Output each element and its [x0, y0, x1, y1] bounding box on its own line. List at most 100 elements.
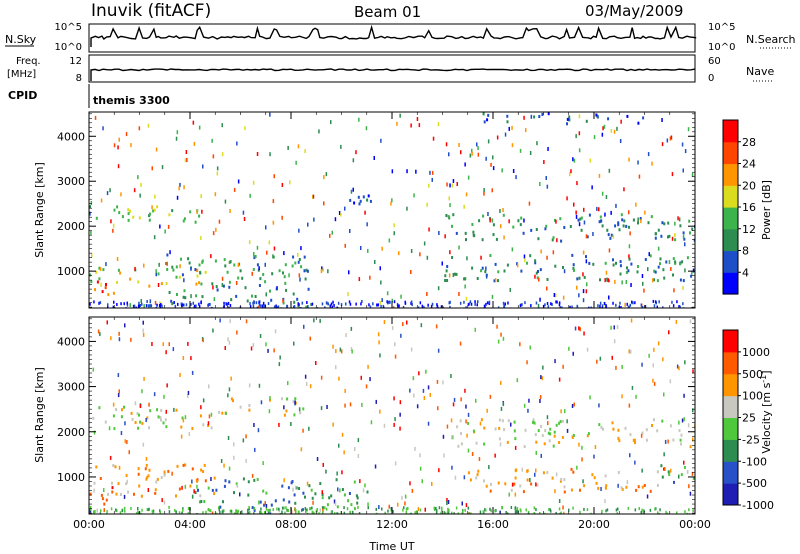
velocity-cell — [514, 437, 517, 441]
power-ground-cell — [138, 301, 140, 305]
velocity-noise-cell — [558, 499, 561, 503]
power-cell — [554, 218, 556, 222]
velocity-cell — [546, 471, 549, 474]
power-ground-cell — [469, 300, 472, 304]
power-noise-cell — [456, 182, 458, 186]
velocity-noise-cell — [664, 439, 667, 444]
power-cell — [693, 238, 695, 242]
power-ground-cell — [488, 300, 491, 304]
velocity-cell — [513, 420, 516, 424]
velocity-cell — [269, 398, 271, 402]
power-noise-cell — [423, 241, 426, 246]
power-noise-cell — [289, 180, 291, 185]
velocity-cell — [298, 487, 301, 490]
power-ground-cell — [306, 301, 308, 304]
power-noise-cell — [582, 272, 584, 277]
power-noise-cell — [268, 240, 271, 245]
velocity-ground-cell — [638, 507, 640, 511]
power-noise-cell — [530, 114, 533, 119]
velocity-cell — [514, 476, 517, 480]
velocity-cell — [213, 476, 216, 480]
power-noise-cell — [608, 295, 610, 300]
velocity-ground-cell — [357, 505, 359, 509]
power-cell — [619, 264, 622, 268]
power-cell — [447, 215, 450, 219]
velocity-colorbar-tick-label: 500 — [742, 368, 763, 381]
power-noise-cell — [380, 138, 382, 143]
velocity-noise-cell — [626, 480, 629, 485]
power-noise-cell — [184, 158, 187, 163]
power-cell — [112, 291, 115, 295]
velocity-noise-cell — [554, 489, 556, 494]
velocity-noise-cell — [142, 328, 144, 333]
power-cell — [628, 257, 631, 261]
power-cell — [149, 212, 151, 216]
power-ground-cell — [576, 304, 578, 308]
power-cell — [113, 208, 116, 212]
velocity-noise-cell — [142, 442, 145, 447]
velocity-cell — [672, 438, 675, 442]
velocity-noise-cell — [437, 406, 439, 411]
velocity-colorbar-swatch — [723, 373, 738, 397]
velocity-noise-cell — [464, 388, 466, 393]
velocity-cell — [353, 507, 356, 511]
velocity-cell — [543, 442, 546, 446]
velocity-noise-cell — [689, 491, 692, 496]
velocity-noise-cell — [349, 402, 352, 407]
velocity-noise-cell — [413, 393, 415, 398]
power-ground-cell — [559, 306, 561, 308]
power-cell — [183, 289, 186, 293]
power-ground-cell — [530, 304, 532, 308]
power-cell — [637, 221, 639, 225]
velocity-cell — [160, 418, 162, 422]
power-cell — [573, 268, 575, 272]
velocity-noise-cell — [357, 438, 360, 443]
power-cell — [198, 263, 201, 267]
velocity-noise-cell — [429, 392, 431, 397]
power-noise-cell — [503, 235, 505, 240]
power-noise-cell — [523, 254, 526, 259]
velocity-cell — [680, 433, 683, 437]
velocity-cell — [350, 503, 353, 507]
power-noise-cell — [216, 166, 219, 171]
velocity-cell — [281, 397, 283, 401]
power-ground-cell — [249, 302, 251, 306]
velocity-ground-cell — [325, 507, 328, 511]
power-y-tick-label: 4000 — [57, 130, 85, 143]
power-noise-cell — [669, 136, 672, 141]
velocity-noise-cell — [334, 501, 337, 506]
velocity-cell — [653, 418, 655, 422]
velocity-noise-cell — [148, 402, 150, 407]
velocity-cell — [293, 413, 296, 417]
power-ground-cell — [361, 300, 363, 303]
velocity-noise-cell — [465, 419, 467, 424]
power-noise-cell — [323, 201, 325, 206]
power-ground-cell — [619, 301, 621, 305]
power-ground-cell — [349, 302, 352, 306]
power-ground-cell — [249, 305, 252, 308]
velocity-ground-cell — [446, 511, 449, 514]
power-noise-cell — [547, 147, 549, 151]
velocity-noise-cell — [535, 468, 537, 473]
power-ground-cell — [380, 304, 382, 308]
power-ground-cell — [330, 302, 333, 306]
power-noise-cell — [487, 139, 490, 144]
velocity-noise-cell — [652, 378, 654, 383]
velocity-noise-cell — [250, 346, 253, 351]
velocity-noise-cell — [653, 347, 655, 352]
power-cell — [182, 219, 185, 223]
velocity-ground-cell — [451, 511, 453, 514]
velocity-cell — [336, 512, 339, 514]
velocity-noise-cell — [399, 400, 402, 405]
power-cell — [537, 237, 540, 241]
velocity-ground-cell — [261, 512, 263, 514]
velocity-ground-cell — [403, 506, 405, 510]
power-ground-cell — [474, 300, 476, 304]
power-ground-cell — [629, 303, 632, 307]
power-ground-cell — [260, 304, 262, 308]
power-noise-cell — [352, 158, 355, 163]
power-cell — [579, 217, 582, 221]
power-noise-cell — [327, 269, 329, 274]
velocity-cell — [635, 488, 638, 492]
velocity-noise-cell — [118, 465, 121, 470]
